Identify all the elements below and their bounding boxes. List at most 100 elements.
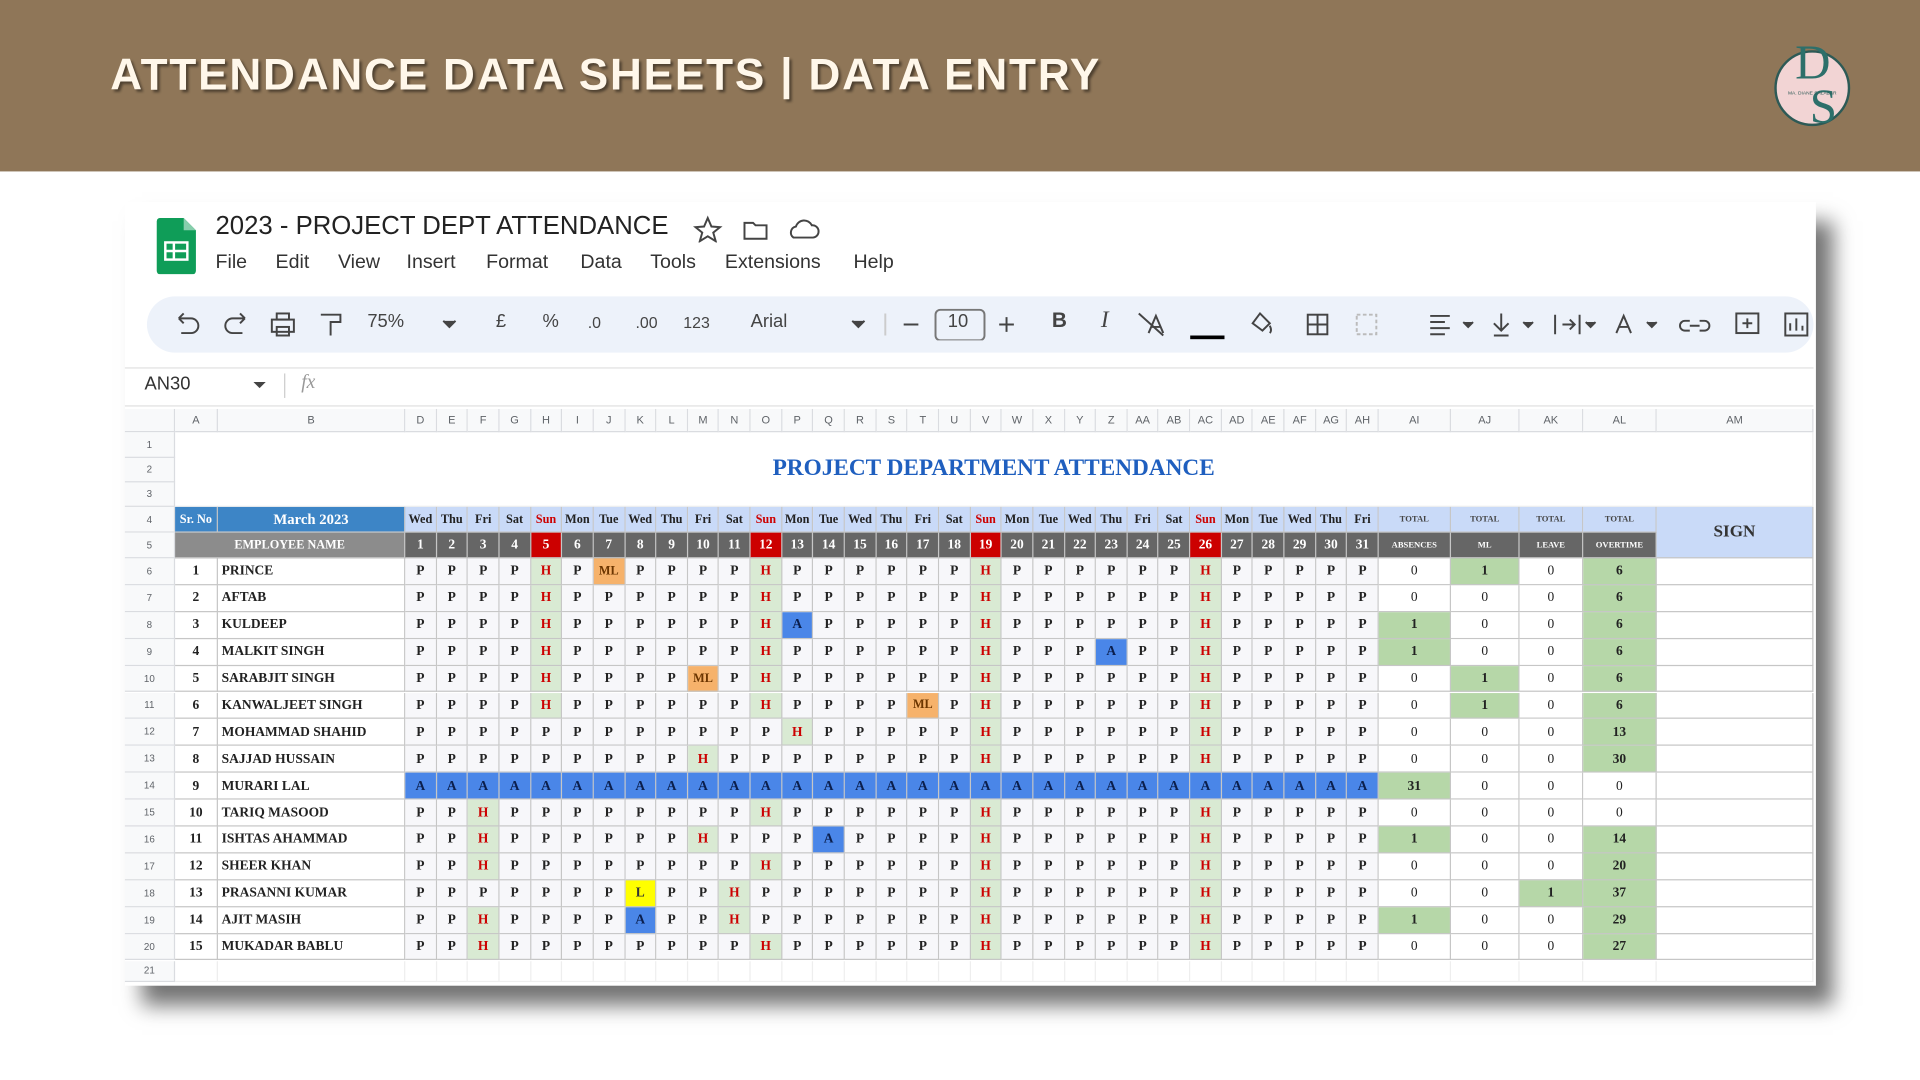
attendance-cell[interactable]: P [625, 638, 657, 666]
empty-cell[interactable] [562, 960, 594, 983]
attendance-cell[interactable]: P [436, 826, 469, 854]
attendance-cell[interactable]: P [1315, 692, 1348, 720]
attendance-cell[interactable]: P [436, 585, 469, 612]
attendance-cell[interactable]: P [1096, 746, 1128, 773]
attendance-cell[interactable]: P [1001, 880, 1034, 907]
attendance-cell[interactable]: H [1190, 746, 1222, 773]
attendance-cell[interactable]: P [876, 933, 908, 961]
attendance-cell[interactable]: P [1347, 692, 1379, 720]
column-header[interactable]: X [1033, 408, 1065, 433]
total-value[interactable]: 0 [1519, 692, 1584, 720]
attendance-cell[interactable]: H [970, 826, 1002, 854]
weekday-header[interactable]: Fri [907, 506, 940, 533]
sign-cell[interactable] [1656, 585, 1814, 612]
employee-name[interactable]: SHEER KHAN [217, 853, 406, 881]
weekday-header[interactable]: Wed [625, 506, 657, 533]
attendance-cell[interactable]: P [1033, 665, 1065, 693]
weekday-header[interactable]: Wed [1284, 506, 1316, 533]
attendance-cell[interactable]: A [1284, 772, 1316, 800]
attendance-cell[interactable]: A [499, 772, 531, 800]
attendance-cell[interactable]: P [844, 665, 877, 693]
sheets-icon[interactable] [154, 217, 198, 275]
empty-cell[interactable] [907, 960, 940, 983]
attendance-cell[interactable]: P [1033, 853, 1065, 881]
serial-number[interactable]: 4 [175, 638, 218, 666]
attendance-cell[interactable]: P [593, 611, 626, 639]
day-number-header[interactable]: 6 [562, 532, 594, 559]
attendance-cell[interactable]: P [782, 558, 814, 586]
weekday-header[interactable]: Thu [656, 506, 688, 533]
attendance-cell[interactable]: P [939, 665, 971, 693]
total-value[interactable]: 0 [1378, 799, 1452, 827]
attendance-cell[interactable]: P [436, 692, 469, 720]
total-value[interactable]: 6 [1583, 665, 1657, 693]
attendance-cell[interactable]: P [1253, 746, 1285, 773]
attendance-cell[interactable]: P [844, 638, 877, 666]
attendance-cell[interactable]: P [562, 826, 594, 854]
attendance-cell[interactable]: P [625, 746, 657, 773]
attendance-cell[interactable]: P [939, 638, 971, 666]
total-value[interactable]: 1 [1378, 638, 1452, 666]
attendance-cell[interactable]: P [1253, 826, 1285, 854]
total-value[interactable]: 37 [1583, 880, 1657, 907]
attendance-cell[interactable]: P [1347, 853, 1379, 881]
attendance-cell[interactable]: P [1284, 585, 1316, 612]
empty-cell[interactable] [782, 960, 814, 983]
attendance-cell[interactable]: P [1253, 880, 1285, 907]
attendance-cell[interactable]: P [468, 585, 500, 612]
attendance-cell[interactable]: P [687, 611, 720, 639]
attendance-cell[interactable]: H [1190, 638, 1222, 666]
attendance-cell[interactable]: P [1158, 746, 1191, 773]
attendance-cell[interactable]: P [625, 665, 657, 693]
column-header[interactable]: AB [1158, 408, 1191, 433]
header-sr[interactable]: Sr. No [175, 506, 218, 533]
attendance-cell[interactable]: P [562, 906, 594, 934]
total-value[interactable]: 0 [1378, 585, 1452, 612]
attendance-cell[interactable]: H [750, 665, 783, 693]
day-number-header[interactable]: 19 [970, 532, 1002, 559]
attendance-cell[interactable]: H [468, 933, 500, 961]
attendance-cell[interactable]: H [750, 853, 783, 881]
toolbar-decrease-decimals[interactable]: .0 [587, 313, 602, 332]
attendance-cell[interactable]: P [405, 585, 437, 612]
attendance-cell[interactable]: P [1064, 933, 1097, 961]
attendance-cell[interactable]: P [1221, 638, 1254, 666]
attendance-cell[interactable]: P [499, 799, 531, 827]
attendance-cell[interactable]: P [687, 853, 720, 881]
attendance-cell[interactable]: H [750, 933, 783, 961]
attendance-cell[interactable]: P [593, 665, 626, 693]
employee-name[interactable]: PRINCE [217, 558, 406, 586]
attendance-cell[interactable]: A [1127, 772, 1159, 800]
attendance-cell[interactable]: P [436, 638, 469, 666]
attendance-cell[interactable]: P [1033, 880, 1065, 907]
sign-cell[interactable] [1656, 853, 1814, 881]
day-number-header[interactable]: 21 [1033, 532, 1065, 559]
weekday-header[interactable]: Sat [1158, 506, 1191, 533]
attendance-cell[interactable]: P [405, 799, 437, 827]
attendance-cell[interactable]: P [813, 853, 845, 881]
empty-cell[interactable] [405, 960, 437, 983]
attendance-cell[interactable]: P [593, 853, 626, 881]
attendance-cell[interactable]: P [656, 853, 688, 881]
attendance-cell[interactable]: P [1315, 638, 1348, 666]
attendance-cell[interactable]: P [1064, 880, 1097, 907]
weekday-header[interactable]: Tue [593, 506, 626, 533]
attendance-cell[interactable]: P [499, 933, 531, 961]
empty-cell[interactable] [687, 960, 720, 983]
attendance-cell[interactable]: H [970, 585, 1002, 612]
attendance-cell[interactable]: P [750, 719, 783, 747]
attendance-cell[interactable]: P [1001, 933, 1034, 961]
weekday-header[interactable]: Sun [530, 506, 563, 533]
attendance-cell[interactable]: P [719, 853, 751, 881]
attendance-cell[interactable]: P [844, 906, 877, 934]
attendance-cell[interactable]: P [656, 638, 688, 666]
column-header[interactable]: R [844, 408, 877, 433]
toolbar-zoom[interactable]: 75% [367, 311, 405, 332]
total-header[interactable]: TOTAL [1583, 506, 1657, 533]
weekday-header[interactable]: Thu [1315, 506, 1348, 533]
attendance-cell[interactable]: A [970, 772, 1002, 800]
attendance-cell[interactable]: P [656, 692, 688, 720]
attendance-cell[interactable]: P [844, 692, 877, 720]
total-value[interactable]: 29 [1583, 906, 1657, 934]
attendance-cell[interactable]: P [1127, 880, 1159, 907]
